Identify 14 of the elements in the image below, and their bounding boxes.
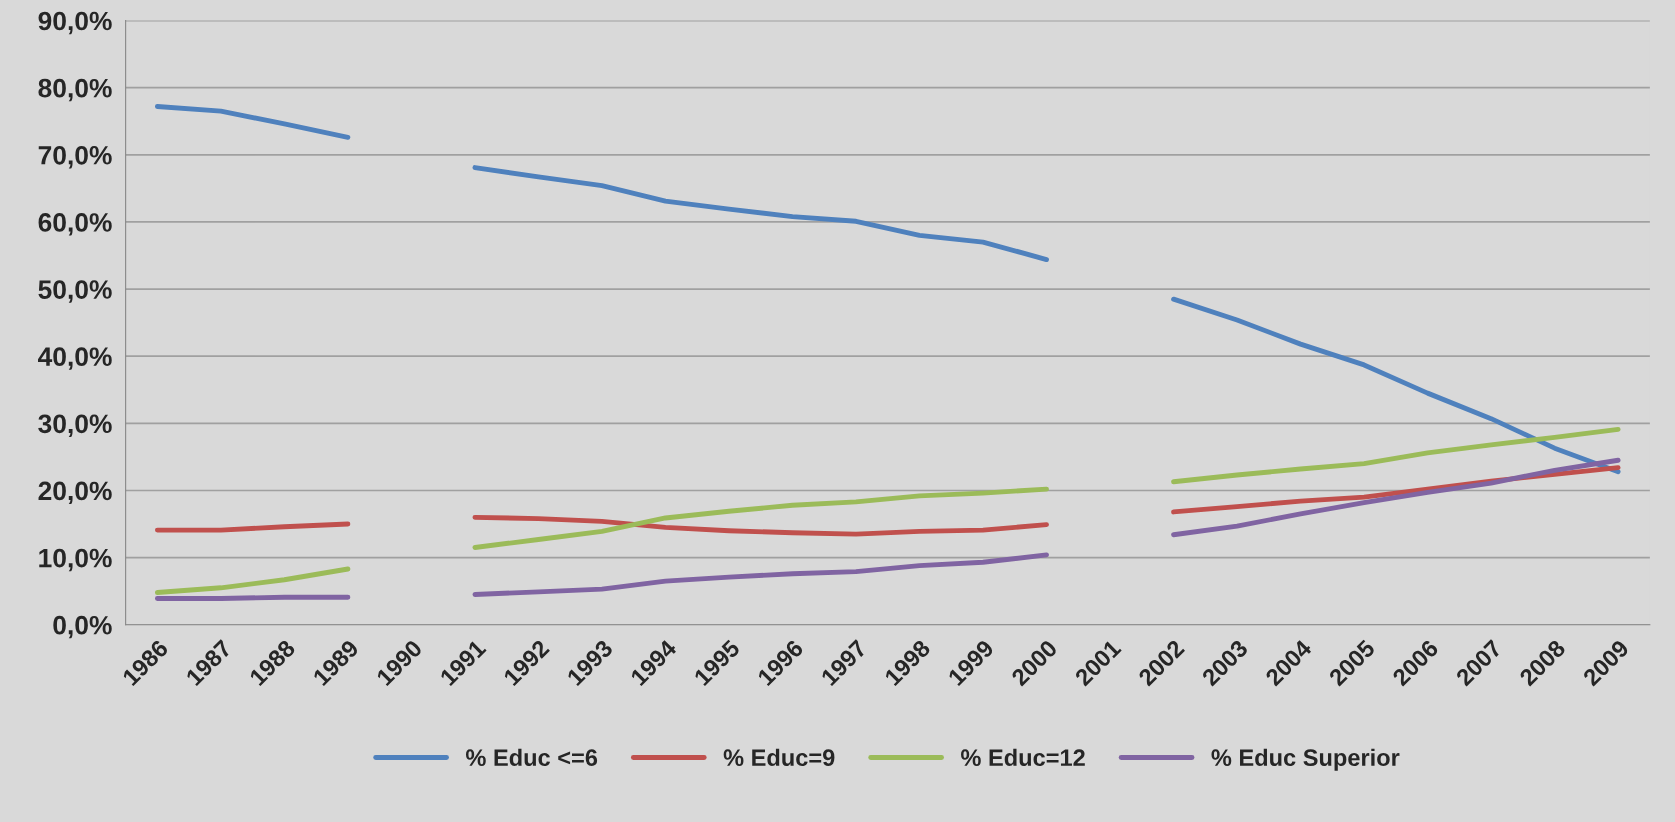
legend-label: % Educ=12 (961, 748, 1085, 767)
y-tick-label: 30,0% (38, 414, 112, 437)
legend-label: % Educ <=6 (465, 748, 598, 767)
y-tick-label: 60,0% (38, 213, 112, 236)
y-tick-label: 40,0% (38, 347, 112, 370)
legend-label: % Educ Superior (1211, 748, 1400, 771)
y-tick-label: 10,0% (39, 548, 112, 572)
y-tick-label: 20,0% (38, 481, 112, 505)
y-tick-label: 90,0% (38, 11, 112, 35)
y-tick-label: 80,0% (38, 78, 112, 102)
y-tick-label: 70,0% (38, 145, 112, 169)
y-tick-label: 0,0% (53, 615, 112, 639)
y-tick-label: 50,0% (38, 280, 112, 303)
legend-label: % Educ=9 (723, 748, 835, 767)
